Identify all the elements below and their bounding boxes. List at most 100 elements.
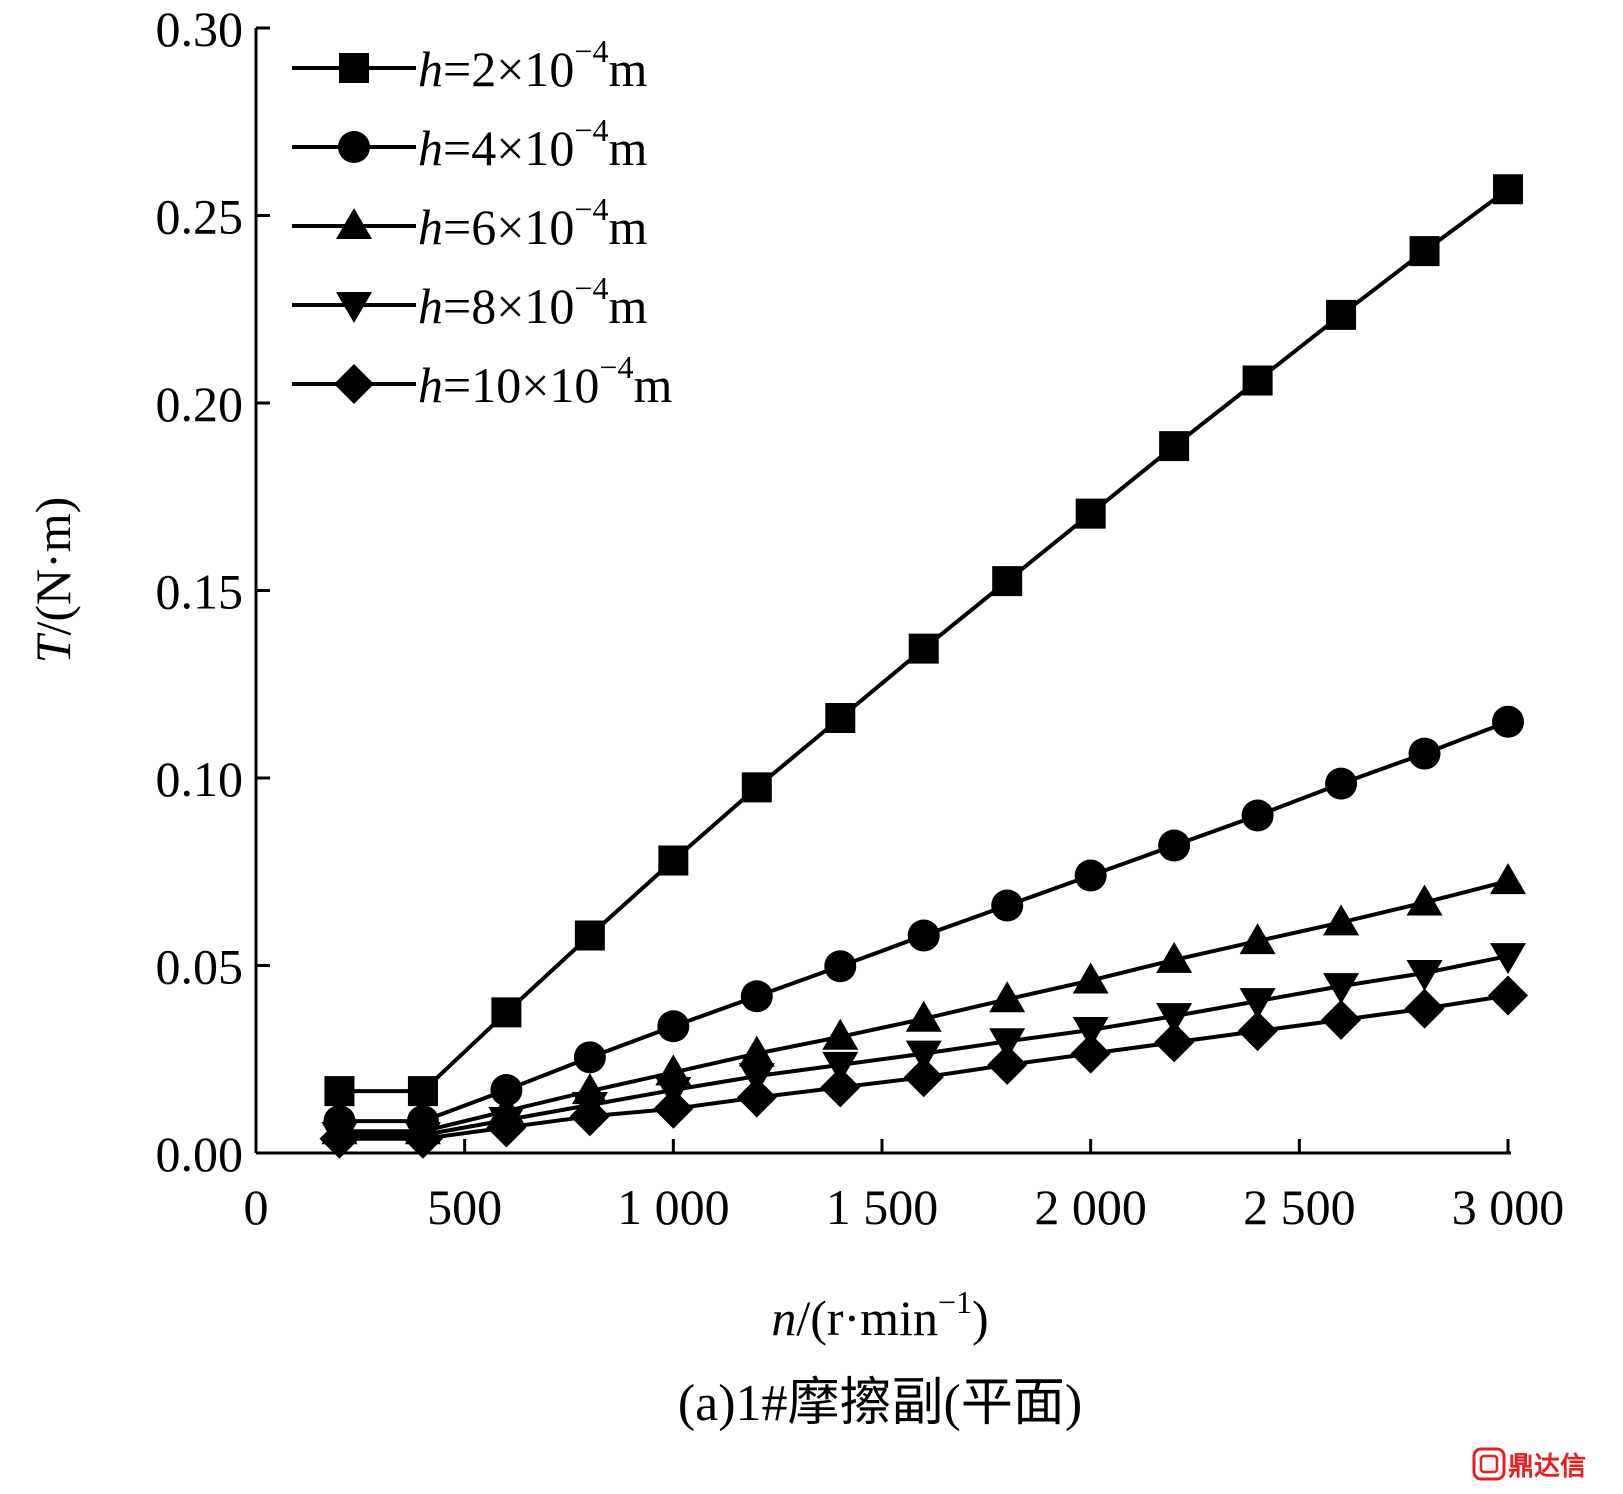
data-point — [825, 703, 856, 733]
data-point — [987, 1044, 1028, 1085]
data-point — [1406, 960, 1443, 991]
data-point — [1075, 498, 1106, 529]
data-point — [1072, 962, 1109, 994]
data-point — [319, 1118, 360, 1159]
legend-marker — [339, 53, 369, 83]
legend-label: h=2×10−4m — [418, 33, 647, 97]
legend-label: h=6×10−4m — [418, 191, 647, 255]
data-point — [1156, 1003, 1193, 1035]
data-point — [569, 1096, 610, 1137]
data-point — [736, 1077, 777, 1118]
x-ticks: 0 500 1 000 1 500 2 000 2 500 3 000 — [244, 1139, 1565, 1235]
data-point — [1325, 767, 1358, 800]
data-point — [1237, 1011, 1278, 1052]
data-point — [989, 1028, 1026, 1060]
data-point — [657, 1010, 690, 1043]
legend-marker — [334, 364, 374, 404]
y-tick-label: 0.25 — [156, 189, 244, 245]
data-point — [1239, 988, 1276, 1020]
data-point — [1488, 975, 1528, 1016]
x-tick-label: 3 000 — [1452, 1179, 1565, 1235]
data-point — [905, 1040, 942, 1072]
data-point — [1492, 705, 1524, 738]
legend-label: h=8×10−4m — [418, 270, 647, 334]
data-point — [1154, 1022, 1195, 1063]
x-axis-label: n/(r·min−1) — [771, 1284, 988, 1346]
data-point — [1072, 1017, 1109, 1048]
data-point — [1070, 1033, 1111, 1074]
x-tick-label: 1 000 — [617, 1179, 730, 1235]
data-point — [1239, 923, 1276, 955]
x-axis-label-unit: /(r·min — [796, 1290, 938, 1346]
watermark: 鼎达信 — [1472, 1447, 1586, 1482]
data-point — [905, 1000, 942, 1032]
data-point — [1490, 863, 1526, 895]
data-point — [822, 1018, 859, 1050]
data-point — [573, 1041, 606, 1074]
series-diamond — [319, 975, 1528, 1159]
data-point — [1493, 174, 1523, 205]
x-tick-label: 0 — [244, 1179, 269, 1235]
data-point — [1323, 904, 1360, 936]
data-point — [992, 566, 1023, 597]
data-point — [738, 1035, 775, 1067]
data-point — [1406, 884, 1443, 916]
data-point — [486, 1107, 527, 1148]
legend-item: h=8×10−4m — [292, 270, 647, 334]
data-point — [1323, 973, 1360, 1005]
data-point — [1241, 799, 1274, 832]
data-point — [402, 1118, 443, 1159]
data-point — [491, 997, 522, 1028]
legend-item: h=6×10−4m — [292, 191, 647, 255]
x-tick-label: 500 — [427, 1179, 502, 1235]
legend-label: h=10×10−4m — [418, 349, 672, 413]
series-square — [324, 174, 1523, 1107]
data-point — [908, 633, 939, 664]
data-point — [574, 920, 605, 951]
series-layer — [319, 174, 1528, 1159]
data-point — [1156, 941, 1193, 973]
x-axis-label-close: ) — [972, 1290, 989, 1346]
x-axis-label-var: n — [771, 1290, 796, 1346]
plot-area: 0 500 1 000 1 500 2 000 2 500 3 000 0.000.050.… — [156, 1, 1565, 1235]
data-point — [903, 1057, 944, 1098]
legend: h=2×10−4m h=4×10−4m h=6×10−4m h=8×10−4m h=10… — [292, 33, 672, 413]
legend-item: h=2×10−4m — [292, 33, 647, 97]
data-point — [1326, 299, 1357, 330]
data-point — [1404, 988, 1445, 1029]
x-tick-label: 1 500 — [826, 1179, 939, 1235]
data-point — [1408, 737, 1441, 770]
data-point — [490, 1074, 523, 1106]
legend-marker — [336, 292, 372, 323]
watermark-text: 鼎达信 — [1508, 1452, 1586, 1482]
y-tick-label: 0.10 — [156, 751, 244, 807]
data-point — [1159, 431, 1190, 462]
data-point — [740, 980, 773, 1013]
y-tick-label: 0.30 — [156, 1, 244, 57]
legend-marker — [338, 131, 370, 163]
y-tick-label: 0.20 — [156, 376, 244, 432]
legend-marker — [336, 208, 372, 239]
data-point — [824, 950, 857, 983]
data-point — [820, 1067, 861, 1108]
nested-square-logo-icon — [1472, 1447, 1506, 1481]
y-tick-label: 0.00 — [156, 1126, 244, 1182]
data-point — [1490, 943, 1526, 975]
data-point — [1158, 829, 1191, 862]
x-axis-label-sup: −1 — [938, 1284, 972, 1320]
data-point — [989, 981, 1026, 1013]
y-tick-label: 0.05 — [156, 939, 244, 995]
legend-item: h=4×10−4m — [292, 112, 647, 176]
data-point — [1074, 859, 1107, 892]
y-axis-label-unit: /(N·m) — [25, 497, 81, 636]
y-tick-label: 0.15 — [156, 564, 244, 620]
y-axis-label: T/(N·m) — [25, 497, 81, 664]
legend-label: h=4×10−4m — [418, 112, 647, 176]
data-point — [991, 889, 1024, 922]
data-point — [653, 1088, 694, 1129]
data-point — [1409, 236, 1440, 267]
data-point — [741, 772, 772, 803]
data-point — [324, 1076, 355, 1107]
data-point — [1242, 365, 1273, 396]
